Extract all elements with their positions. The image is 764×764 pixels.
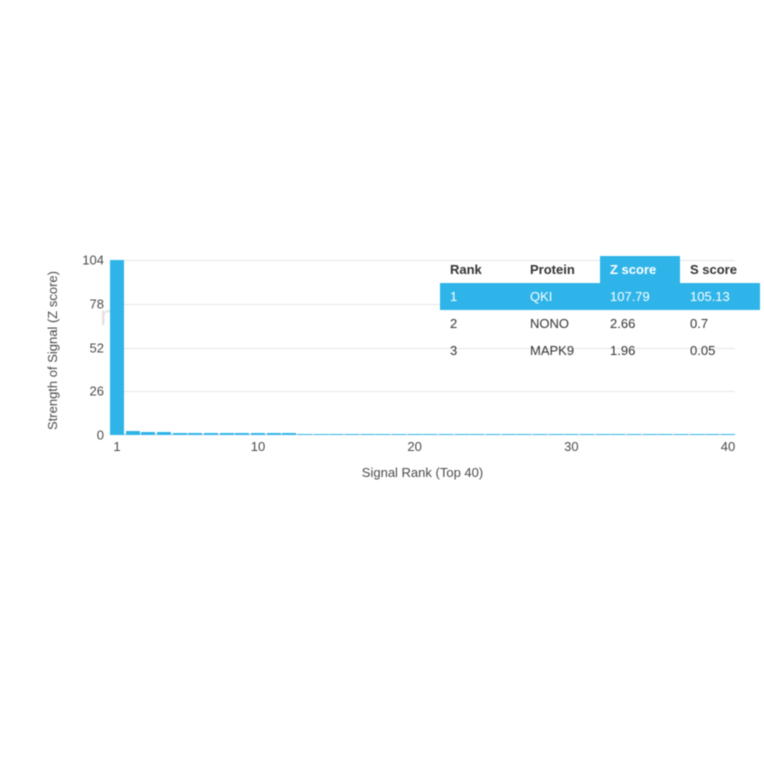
table-cell: 3 (440, 337, 520, 364)
bar (220, 433, 234, 435)
table-header-cell: Rank (440, 256, 520, 283)
table-header-cell: Protein (520, 256, 600, 283)
bar (188, 433, 202, 435)
bar (392, 434, 406, 435)
table-cell: 107.79 (600, 283, 680, 310)
table-row: 1QKI107.79105.13 (440, 283, 760, 310)
y-tick-label: 52 (30, 340, 104, 355)
table-header-cell: Z score (600, 256, 680, 283)
bar (549, 434, 563, 435)
y-tick-label: 0 (30, 428, 104, 443)
bar (157, 432, 171, 435)
table-header-row: RankProteinZ scoreS score (440, 256, 760, 283)
bar (470, 434, 484, 435)
table-cell: 1.96 (600, 337, 680, 364)
bar (110, 260, 124, 435)
bar (376, 434, 390, 435)
y-tick-label: 78 (30, 296, 104, 311)
bar (141, 432, 155, 435)
bar (251, 433, 265, 435)
x-tick-label: 20 (407, 439, 421, 454)
bar (580, 434, 594, 435)
y-axis-title: Strength of Signal (Z score) (45, 271, 60, 430)
table-cell: QKI (520, 283, 600, 310)
gridline (110, 391, 735, 392)
table-row: 3MAPK91.960.05 (440, 337, 760, 364)
bar (690, 434, 704, 435)
bar (455, 434, 469, 435)
x-axis-title: Signal Rank (Top 40) (362, 465, 483, 480)
bar (204, 433, 218, 435)
bar (126, 431, 140, 435)
bar (298, 434, 312, 435)
table-header-cell: S score (680, 256, 760, 283)
bar (502, 434, 516, 435)
bar (486, 434, 500, 435)
bar (282, 433, 296, 435)
protein-score-table: RankProteinZ scoreS score 1QKI107.79105.… (440, 256, 760, 364)
table-cell: NONO (520, 310, 600, 337)
bar (627, 434, 641, 435)
bar (329, 434, 343, 435)
x-tick-label: 30 (564, 439, 578, 454)
table-cell: 2 (440, 310, 520, 337)
bar (596, 434, 610, 435)
bar (674, 434, 688, 435)
y-tick-label: 104 (30, 253, 104, 268)
bar (517, 434, 531, 435)
table-cell: 1 (440, 283, 520, 310)
bar (533, 434, 547, 435)
bar (658, 434, 672, 435)
table-cell: 2.66 (600, 310, 680, 337)
x-tick-label: 40 (721, 439, 735, 454)
bar (705, 434, 719, 435)
bar (564, 434, 578, 435)
bar (643, 434, 657, 435)
bar (361, 434, 375, 435)
x-tick-label: 10 (251, 439, 265, 454)
bar (611, 434, 625, 435)
table-body: 1QKI107.79105.132NONO2.660.73MAPK91.960.… (440, 283, 760, 364)
table-cell: 0.7 (680, 310, 760, 337)
bar (267, 433, 281, 435)
table-row: 2NONO2.660.7 (440, 310, 760, 337)
table-cell: MAPK9 (520, 337, 600, 364)
bar (408, 434, 422, 435)
x-tick-label: 1 (113, 439, 120, 454)
bar (439, 434, 453, 435)
figure-stage: mon mabs 0265278104 110203040 Strength o… (0, 0, 764, 764)
bar (314, 434, 328, 435)
bar (721, 434, 735, 435)
y-tick-label: 26 (30, 384, 104, 399)
bar (235, 433, 249, 435)
table-cell: 0.05 (680, 337, 760, 364)
bar (423, 434, 437, 435)
table-cell: 105.13 (680, 283, 760, 310)
bar (345, 434, 359, 435)
bar (173, 433, 187, 435)
